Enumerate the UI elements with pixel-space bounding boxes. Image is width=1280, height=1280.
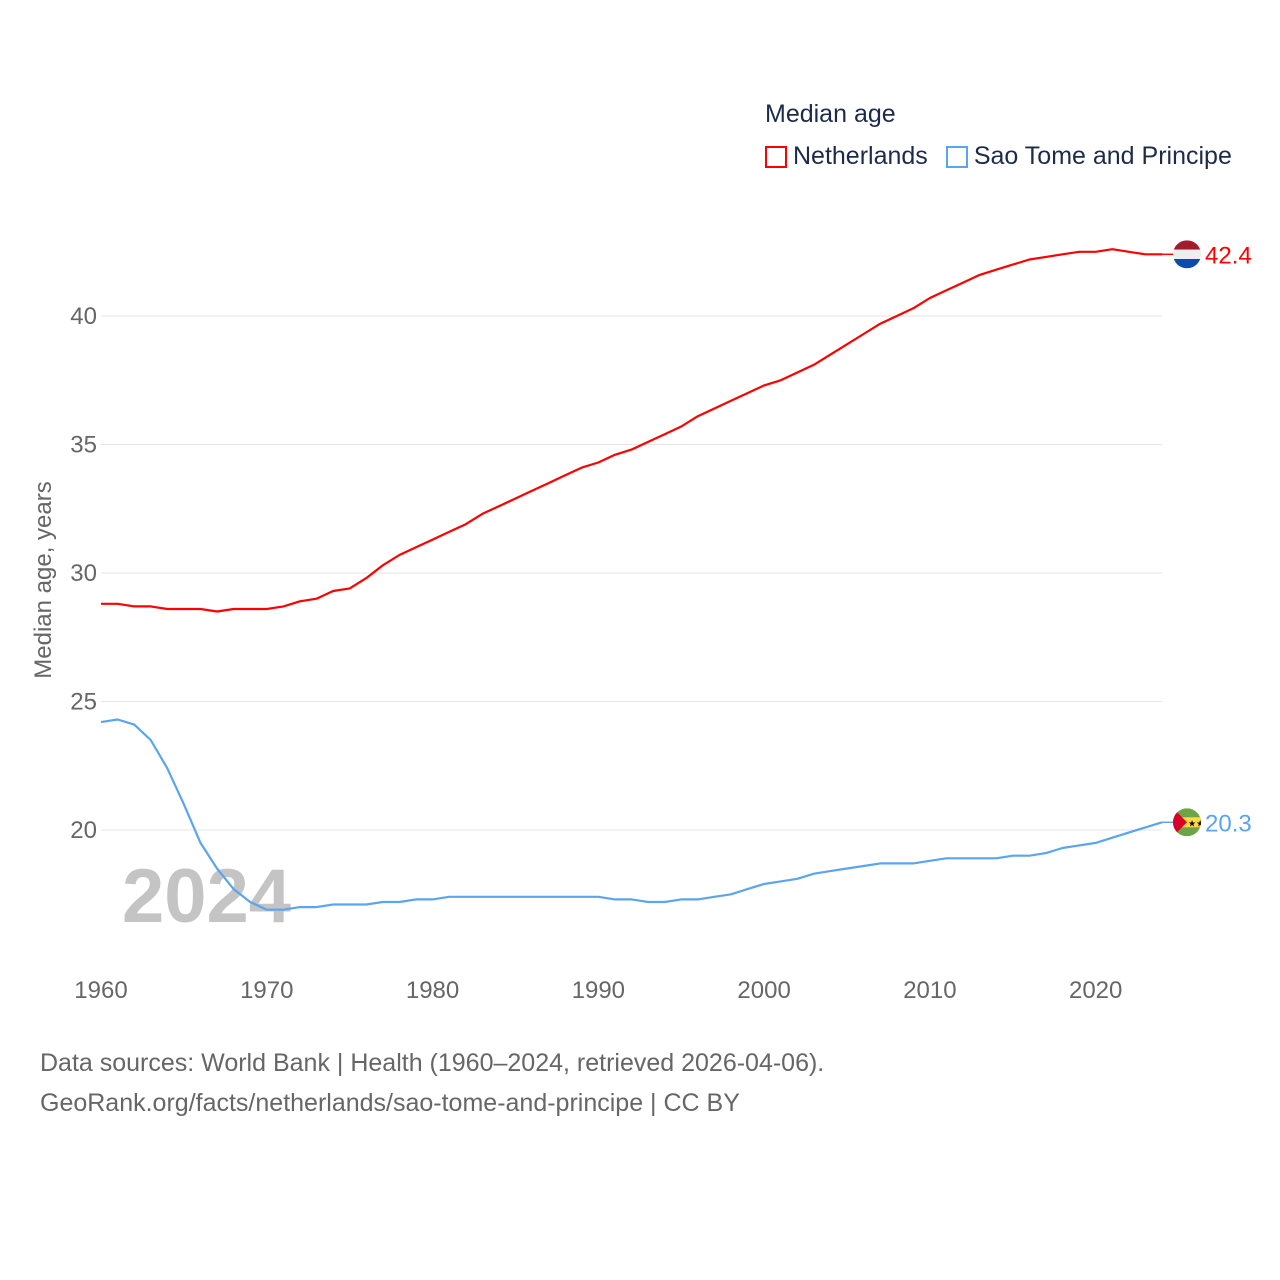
legend-item-sao-tome[interactable]: Sao Tome and Principe: [945, 142, 1232, 171]
y-tick-label: 20: [70, 817, 97, 844]
sao-tome-flag-icon: ★★: [1173, 808, 1204, 837]
legend-label: Netherlands: [793, 142, 928, 170]
end-value-label: 42.4: [1205, 242, 1252, 269]
x-tick-label: 2020: [1069, 977, 1122, 1004]
series-line-sao-tome: [100, 718, 1163, 911]
y-tick-label: 25: [70, 689, 97, 716]
y-axis-label: Median age, years: [30, 481, 57, 678]
x-tick-label: 1990: [572, 977, 625, 1004]
legend-title: Median age: [765, 100, 896, 128]
legend-label: Sao Tome and Principe: [973, 142, 1232, 170]
x-tick-label: 1960: [74, 977, 127, 1004]
netherlands-flag-icon: [1173, 240, 1201, 269]
x-tick-label: 2010: [903, 977, 956, 1004]
legend-swatch: [945, 145, 968, 168]
x-tick-label: 2000: [737, 977, 790, 1004]
legend: Netherlands Sao Tome and Principe: [765, 142, 1232, 171]
source-link[interactable]: GeoRank.org/facts/netherlands/sao-tome-a…: [40, 1089, 740, 1117]
legend-swatch: [765, 145, 787, 168]
series-line-netherlands: [101, 248, 1162, 613]
year-watermark: 2024: [122, 854, 291, 939]
y-tick-label: 30: [70, 560, 97, 587]
legend-item-netherlands[interactable]: Netherlands: [765, 142, 928, 171]
x-tick-label: 1970: [240, 977, 293, 1004]
svg-text:★★: ★★: [1188, 818, 1204, 828]
end-value-label: 20.3: [1205, 810, 1252, 837]
y-tick-label: 40: [70, 303, 97, 330]
footer: Data sources: World Bank | Health (1960–…: [40, 1043, 824, 1123]
y-tick-label: 35: [70, 432, 97, 459]
data-source-note: Data sources: World Bank | Health (1960–…: [40, 1049, 825, 1077]
x-tick-label: 1980: [406, 977, 459, 1004]
